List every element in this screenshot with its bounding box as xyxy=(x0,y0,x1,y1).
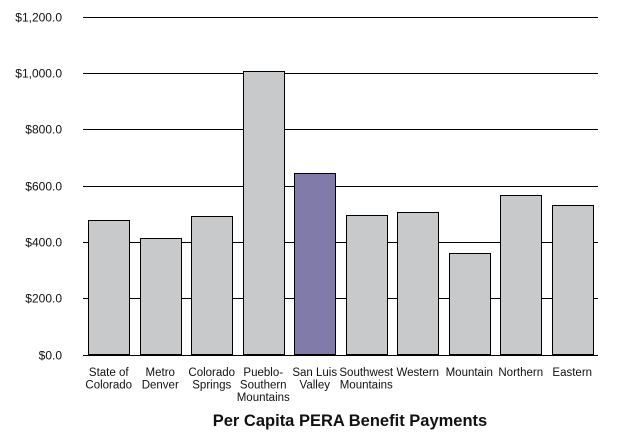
y-tick-label: $800.0 xyxy=(25,123,62,137)
y-tick-label: $600.0 xyxy=(25,180,62,194)
bar xyxy=(500,195,542,355)
x-tick-label: Western xyxy=(396,367,439,379)
x-tick-label: Northern xyxy=(498,367,543,379)
x-tick-label: Mountain xyxy=(446,367,493,379)
x-tick-label: Eastern xyxy=(552,367,592,379)
y-tick-label: $1,200.0 xyxy=(15,11,62,25)
y-tick-label: $400.0 xyxy=(25,236,62,250)
bars xyxy=(88,71,594,355)
y-tick-label: $0.0 xyxy=(39,349,63,363)
bar xyxy=(243,71,285,355)
x-tick-label: State of Colorado xyxy=(85,367,132,392)
x-tick-label: Metro Denver xyxy=(142,367,179,392)
x-tick-label: San Luis Valley xyxy=(292,367,337,392)
y-tick-label: $1,000.0 xyxy=(15,67,62,81)
y-axis-tick-labels: $0.0 $200.0 $400.0 $600.0 $800.0 $1,000.0 $1,2… xyxy=(15,11,62,363)
bar xyxy=(346,215,388,355)
x-axis-tick-labels: State of Colorado Metro Denver Colorado Sprin… xyxy=(85,367,592,404)
bar xyxy=(449,253,491,355)
bar xyxy=(140,238,182,355)
bar xyxy=(552,205,594,355)
bar xyxy=(294,173,336,355)
chart-title: Per Capita PERA Benefit Payments xyxy=(213,412,487,430)
bar xyxy=(88,220,130,355)
bar xyxy=(397,212,439,355)
x-tick-label: Pueblo-Southern Mountains xyxy=(237,367,290,404)
y-tick-label: $200.0 xyxy=(25,292,62,306)
bar xyxy=(191,216,233,355)
x-tick-label: Southwest Mountains xyxy=(339,367,394,392)
x-tick-label: Colorado Springs xyxy=(188,367,235,392)
